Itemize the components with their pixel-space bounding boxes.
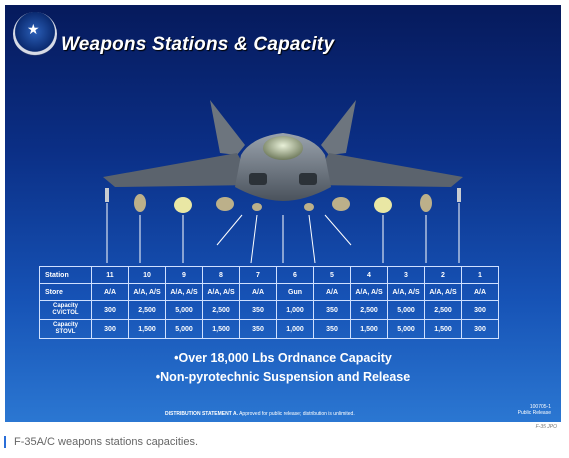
bullet-suspension-release: •Non-pyrotechnic Suspension and Release xyxy=(155,370,411,384)
table-row-store: Store A/A A/A, A/S A/A, A/S A/A, A/S A/A… xyxy=(39,283,499,301)
table-cell: 350 xyxy=(239,300,277,320)
store-1 xyxy=(457,188,461,202)
table-cell: 350 xyxy=(313,300,351,320)
table-cell: A/A, A/S xyxy=(424,283,462,301)
table-cell: 1,500 xyxy=(350,319,388,339)
jet-illustration xyxy=(103,100,463,264)
station-number: 3 xyxy=(387,266,425,284)
leader-8 xyxy=(216,214,243,246)
right-tail-fin xyxy=(321,100,356,155)
table-cell: 300 xyxy=(461,300,499,320)
table-cell: 1,000 xyxy=(276,300,314,320)
store-4 xyxy=(332,197,350,211)
table-cell: 1,500 xyxy=(202,319,240,339)
briefing-slide: ★ Weapons Stations & Capacity xyxy=(5,5,561,422)
slide-title-bar: ★ Weapons Stations & Capacity xyxy=(5,5,561,67)
station-number: 4 xyxy=(350,266,388,284)
table-cell: 5,000 xyxy=(387,300,425,320)
canopy xyxy=(263,136,303,160)
table-cell: 300 xyxy=(461,319,499,339)
release-code: 100705-1 xyxy=(529,404,551,410)
right-wing xyxy=(311,153,463,187)
table-row-label-line: CV/CTOL xyxy=(52,310,79,316)
station-number: 7 xyxy=(239,266,277,284)
table-cell: A/A xyxy=(313,283,351,301)
store-3 xyxy=(374,197,392,213)
table-cell: A/A xyxy=(461,283,499,301)
left-tail-fin xyxy=(210,100,245,155)
leader-7 xyxy=(250,214,258,264)
table-row-capacity-stovl: Capacity STOVL 300 1,500 5,000 1,500 350… xyxy=(39,319,499,339)
table-cell: 2,500 xyxy=(350,300,388,320)
store-7 xyxy=(252,203,262,211)
store-2 xyxy=(420,194,432,212)
distribution-label: DISTRIBUTION STATEMENT A. xyxy=(165,411,238,417)
table-row-label: Capacity STOVL xyxy=(39,319,92,339)
program-emblem-icon: ★ xyxy=(13,12,57,56)
table-cell: 350 xyxy=(313,319,351,339)
station-number: 8 xyxy=(202,266,240,284)
table-cell: Gun xyxy=(276,283,314,301)
table-row-label: Capacity CV/CTOL xyxy=(39,300,92,320)
release-marking: 100705-1 Public Release xyxy=(518,404,551,416)
table-cell: A/A, A/S xyxy=(202,283,240,301)
table-cell: 1,500 xyxy=(424,319,462,339)
caption-text: F-35A/C weapons stations capacities. xyxy=(14,436,199,448)
station-number: 10 xyxy=(128,266,166,284)
table-cell: 1,000 xyxy=(276,319,314,339)
table-cell: 5,000 xyxy=(387,319,425,339)
leader-5 xyxy=(308,214,316,264)
bullet-ordnance-capacity: •Over 18,000 Lbs Ordnance Capacity xyxy=(174,351,392,365)
table-cell: A/A, A/S xyxy=(165,283,203,301)
caption-accent-bar xyxy=(4,436,6,448)
table-cell: A/A xyxy=(239,283,277,301)
left-intake xyxy=(249,173,267,185)
table-cell: 2,500 xyxy=(128,300,166,320)
table-cell: A/A, A/S xyxy=(350,283,388,301)
table-cell: A/A xyxy=(91,283,129,301)
store-9 xyxy=(174,197,192,213)
table-cell: 300 xyxy=(91,300,129,320)
table-cell: 2,500 xyxy=(202,300,240,320)
station-number: 9 xyxy=(165,266,203,284)
table-cell: 300 xyxy=(91,319,129,339)
table-row-capacity-cv-ctol: Capacity CV/CTOL 300 2,500 5,000 2,500 3… xyxy=(39,300,499,320)
table-header-row: Station 11 10 9 8 7 6 5 4 3 2 1 xyxy=(39,266,499,284)
station-number: 2 xyxy=(424,266,462,284)
table-row-label-line: STOVL xyxy=(55,329,76,335)
table-cell: 1,500 xyxy=(128,319,166,339)
table-cell: 5,000 xyxy=(165,319,203,339)
slide-title: Weapons Stations & Capacity xyxy=(61,34,335,55)
station-number: 5 xyxy=(313,266,351,284)
release-text: Public Release xyxy=(517,410,551,416)
leader-4 xyxy=(324,214,352,246)
table-row-label-line: Capacity xyxy=(52,303,78,309)
store-10 xyxy=(134,194,146,212)
station-number: 11 xyxy=(91,266,129,284)
table-row-label: Station xyxy=(39,266,92,284)
left-wing xyxy=(103,153,255,187)
store-8 xyxy=(216,197,234,211)
table-cell: A/A, A/S xyxy=(387,283,425,301)
table-cell: 5,000 xyxy=(165,300,203,320)
distribution-text: Approved for public release; distributio… xyxy=(239,411,355,417)
figure-caption: F-35A/C weapons stations capacities. xyxy=(4,436,198,448)
table-cell: 2,500 xyxy=(424,300,462,320)
table-row-label-line: Capacity xyxy=(52,322,78,328)
station-number: 6 xyxy=(276,266,314,284)
right-intake xyxy=(299,173,317,185)
table-cell: 350 xyxy=(239,319,277,339)
weapons-stations-table: Station 11 10 9 8 7 6 5 4 3 2 1 Store A/… xyxy=(39,266,499,339)
station-number: 1 xyxy=(461,266,499,284)
distribution-statement: DISTRIBUTION STATEMENT A. Approved for p… xyxy=(165,411,355,417)
store-5 xyxy=(304,203,314,211)
table-cell: A/A, A/S xyxy=(128,283,166,301)
table-row-label: Store xyxy=(39,283,92,301)
store-11 xyxy=(105,188,109,202)
image-credit: F-35 JPO xyxy=(535,424,557,430)
